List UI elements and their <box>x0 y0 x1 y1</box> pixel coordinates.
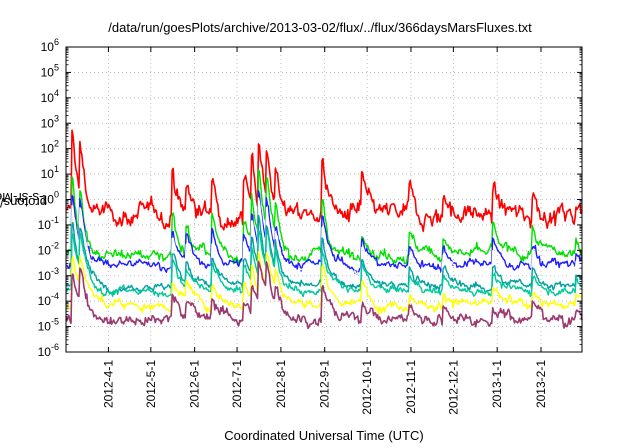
y-tick-label: 10-5 <box>38 317 59 334</box>
x-tick-label: 2012-8-1 <box>274 360 288 408</box>
x-tick-label: 2012-10-1 <box>360 360 374 415</box>
x-tick-label: 2012-12-1 <box>446 360 460 415</box>
series-line-2 <box>65 169 583 266</box>
y-tick-label: 10-2 <box>38 240 59 257</box>
y-tick-label: 105 <box>41 62 59 79</box>
series-line-4 <box>65 197 583 278</box>
x-tick-label: 2012-9-1 <box>318 360 332 408</box>
series-line-7 <box>65 250 583 315</box>
x-tick-label: 2012-4-1 <box>101 360 115 408</box>
series-line-5 <box>65 214 583 295</box>
y-tick-label: 100 <box>41 190 59 207</box>
series-group <box>65 129 583 330</box>
x-tick-label: 2013-2-1 <box>534 360 548 408</box>
series-line-1 <box>65 129 583 233</box>
x-axis-label: Coordinated Universal Time (UTC) <box>224 428 424 443</box>
x-tick-label: 2012-11-1 <box>404 360 418 414</box>
y-tick-label: 10-3 <box>38 266 59 283</box>
x-tick-label: 2013-1-1 <box>490 360 504 408</box>
y-axis: 10-6 10-5 10-4 10-3 10-2 10-1 100 101 102 103 104 1… <box>38 37 582 359</box>
y-tick-label: 103 <box>41 113 59 130</box>
x-tick-label: 2012-5-1 <box>144 360 158 408</box>
x-tick-label: 2012-6-1 <box>188 360 202 408</box>
y-tick-label: 106 <box>41 37 59 54</box>
series-line-3 <box>66 190 583 275</box>
y-tick-label: 10-6 <box>38 342 59 359</box>
series-line-8 <box>65 260 583 330</box>
y-tick-label: 102 <box>41 139 59 156</box>
y-tick-label: 101 <box>41 164 59 181</box>
chart-title: /data/run/goesPlots/archive/2013-03-02/f… <box>108 20 532 35</box>
x-axis: 2012-4-1 2012-5-1 2012-6-1 2012-7-1 2012-8-1… <box>101 47 548 415</box>
y-tick-label: 10-1 <box>38 215 59 232</box>
y-tick-label: 104 <box>41 88 59 105</box>
series-line-6 <box>65 229 583 298</box>
x-tick-label: 2012-7-1 <box>230 360 244 408</box>
y-tick-label: 10-4 <box>38 291 59 308</box>
